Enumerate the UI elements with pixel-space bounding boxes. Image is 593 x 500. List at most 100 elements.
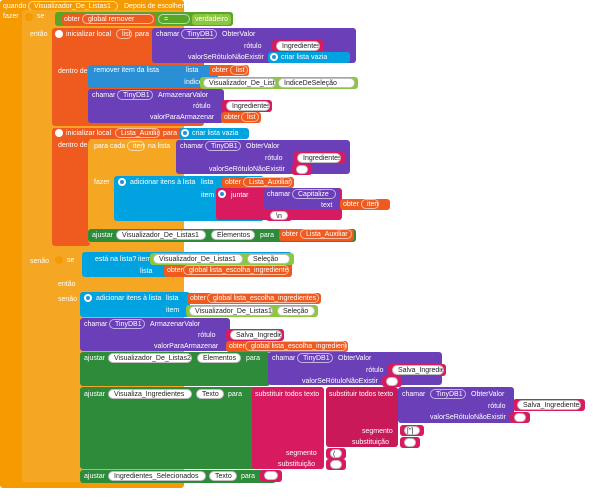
replacement-text-field[interactable] <box>404 438 416 447</box>
tag-label: rótulo <box>244 43 262 50</box>
do-label: fazer <box>94 179 110 186</box>
true-block[interactable] <box>192 14 231 25</box>
equals-dropdown[interactable]: = <box>158 14 190 24</box>
get-label: obter <box>225 179 241 186</box>
empty-text-field[interactable] <box>264 471 278 480</box>
item-label: item <box>166 307 180 314</box>
index-label: índice <box>184 79 203 86</box>
if-se-label: se <box>37 13 45 20</box>
tag-text-field[interactable]: Ingredientes <box>297 153 341 163</box>
gear-icon[interactable] <box>25 13 33 21</box>
property-dropdown[interactable]: Seleção <box>247 254 290 264</box>
get-global-list-dropdown[interactable]: global lista_escolha_ingredientes <box>207 293 319 303</box>
gear-icon[interactable] <box>270 53 278 61</box>
list-label: lista <box>201 179 214 186</box>
component-dropdown[interactable]: Visualiza_Ingredientes <box>108 389 192 399</box>
component-dropdown[interactable]: Visualizador_De_Listas1 <box>203 78 276 88</box>
get-list-dropdown[interactable]: list <box>230 65 248 75</box>
set-label: ajustar <box>84 391 106 398</box>
local-name-field[interactable]: list <box>116 29 132 39</box>
default-label: valorSeRótuloNãoExistir <box>188 54 264 61</box>
item-var-field[interactable]: item <box>127 141 145 151</box>
tinydb-component-dropdown[interactable]: TinyDB1 <box>297 353 333 363</box>
tinydb-store-block[interactable] <box>80 318 230 351</box>
get-label: obter <box>190 295 206 302</box>
then-label: então <box>58 281 76 288</box>
get-list-dropdown[interactable]: list <box>241 112 259 122</box>
set-text-block[interactable] <box>80 387 270 469</box>
gear-icon[interactable] <box>55 256 63 264</box>
create-empty-list-block[interactable] <box>268 52 350 63</box>
get-item-dropdown[interactable]: item <box>361 199 379 209</box>
replacement-text-field[interactable] <box>330 460 342 469</box>
component-dropdown[interactable]: Ingredientes_Selecionados <box>108 471 206 481</box>
default-label: valorSeRótuloNãoExistir <box>430 414 506 421</box>
property-dropdown[interactable]: Texto <box>196 389 224 399</box>
global-remover-dropdown[interactable]: global remover <box>82 14 154 24</box>
local-name-field[interactable]: Lista_Auxiliar <box>115 128 160 138</box>
call-label: chamar <box>156 31 180 38</box>
tinydb-component-dropdown[interactable]: TinyDB1 <box>109 319 145 329</box>
add-items-label: adicionar itens à lista <box>96 295 162 302</box>
in-list-label: na lista <box>148 143 171 150</box>
tag-text-field[interactable]: Ingredientes <box>226 101 270 111</box>
tinydb-component-dropdown[interactable]: TinyDB1 <box>430 389 466 399</box>
property-dropdown[interactable]: Texto <box>209 471 237 481</box>
gear-icon[interactable] <box>84 294 92 302</box>
tag-label: rótulo <box>265 155 283 162</box>
remove-item-block[interactable] <box>88 65 218 88</box>
local-init-lista-auxiliar-block[interactable] <box>52 128 90 246</box>
get-label: obter <box>229 343 245 350</box>
replace-all-block[interactable] <box>252 387 324 469</box>
component-dropdown[interactable]: Visualizador_De_Listas1 <box>153 254 243 264</box>
call-label: chamar <box>272 355 296 362</box>
get-label: obter <box>343 201 359 208</box>
create-empty-list-block[interactable] <box>179 128 249 139</box>
empty-text-field[interactable] <box>386 377 398 386</box>
get-lista-auxiliar-dropdown[interactable]: Lista_Auxiliar <box>300 229 352 239</box>
tinydb-component-dropdown[interactable]: TinyDB1 <box>181 29 217 39</box>
gear-icon[interactable] <box>118 178 126 186</box>
gear-icon[interactable] <box>55 129 63 137</box>
newline-text-field[interactable]: \n <box>270 211 288 220</box>
replacement-label: substituição <box>352 439 389 446</box>
gear-icon[interactable] <box>55 30 63 38</box>
component-dropdown[interactable]: Visualizador_De_Listas1 <box>116 230 206 240</box>
segment-text-field[interactable]: ( <box>330 449 342 458</box>
get-lista-auxiliar-dropdown[interactable]: Lista_Auxiliar <box>243 177 292 187</box>
get-label: obter <box>282 231 298 238</box>
tag-text-field[interactable]: Salva_Ingredientes <box>392 365 444 375</box>
local-init-label: inicializar local <box>66 130 112 137</box>
is-in-list-label: está na lista? <box>95 256 137 263</box>
capitalize-dropdown[interactable]: Capitalize <box>292 189 336 199</box>
tag-label: rótulo <box>488 403 506 410</box>
tinydb-component-dropdown[interactable]: TinyDB1 <box>117 90 153 100</box>
get-global-list-dropdown[interactable]: global lista_escolha_ingredientes <box>245 341 347 351</box>
set-label: ajustar <box>92 232 114 239</box>
empty-text-field[interactable] <box>296 165 308 174</box>
tag-text-field[interactable]: Salva_Ingredientes <box>517 400 581 410</box>
tag-label: rótulo <box>366 367 384 374</box>
segment-text-field[interactable]: ["] <box>404 426 420 435</box>
tag-text-field[interactable]: Salva_Ingredientes <box>230 330 282 340</box>
tinydb-store-block[interactable] <box>88 89 224 123</box>
replace-all-inner-block[interactable] <box>326 387 398 447</box>
add-items-block[interactable] <box>80 292 190 317</box>
get-global-list-dropdown[interactable]: global lista_escolha_ingredientes <box>183 265 289 275</box>
default-label: valorSeRótuloNãoExistir <box>302 378 378 385</box>
tag-text-field[interactable]: Ingredientes <box>276 41 320 51</box>
property-dropdown[interactable]: Seleção <box>277 306 315 316</box>
property-dropdown[interactable]: Elementos <box>197 353 241 363</box>
get-label: obter <box>64 16 80 23</box>
local-init-label: inicializar local <box>66 31 112 38</box>
component-dropdown[interactable]: Visualizador_De_Listas2 <box>108 353 192 363</box>
get-list-block[interactable] <box>209 65 249 76</box>
property-dropdown[interactable]: ÍndiceDeSeleção <box>278 78 355 88</box>
list-label: lista <box>140 268 153 275</box>
gear-icon[interactable] <box>218 190 226 198</box>
property-dropdown[interactable]: Elementos <box>211 230 255 240</box>
gear-icon[interactable] <box>181 129 189 137</box>
empty-text-field[interactable] <box>514 413 526 422</box>
component-dropdown[interactable]: Visualizador_De_Listas1 <box>189 306 273 316</box>
tinydb-component-dropdown[interactable]: TinyDB1 <box>205 141 241 151</box>
